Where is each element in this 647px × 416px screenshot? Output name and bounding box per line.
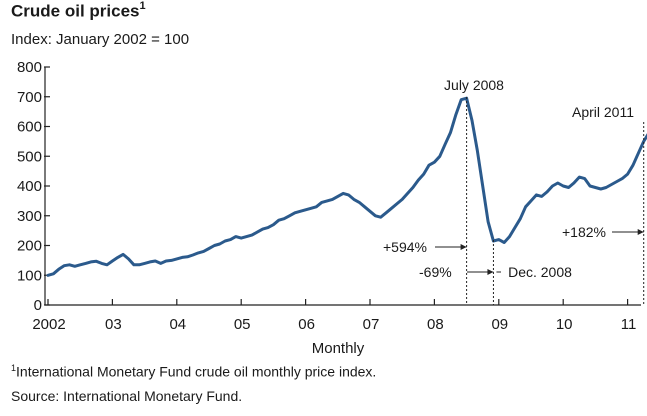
x-tick-label: 09 <box>491 316 508 333</box>
y-tick-label: 700 <box>17 89 42 106</box>
y-tick-label: 100 <box>17 267 42 284</box>
annotation-april-2011: April 2011 <box>572 104 634 120</box>
chart-title: Crude oil prices1 <box>11 0 146 21</box>
y-tick-label: 300 <box>17 208 42 225</box>
chart-footnote: 1International Monetary Fund crude oil m… <box>11 363 377 380</box>
x-tick-label: 10 <box>556 316 573 333</box>
x-axis-label: Monthly <box>312 340 365 357</box>
arrowhead-minus-69 <box>487 269 494 275</box>
annotation-minus-69: -69% <box>419 264 452 280</box>
arrowhead-plus-594 <box>460 244 467 250</box>
x-tick-label: 11 <box>621 316 637 333</box>
x-tick-label: 04 <box>169 316 186 333</box>
y-tick-label: 800 <box>17 59 42 76</box>
annotation-july-2008: July 2008 <box>444 77 504 93</box>
x-tick-label: 06 <box>298 316 315 333</box>
annotation-dec-2008: Dec. 2008 <box>508 264 572 280</box>
y-tick-label: 500 <box>17 148 42 165</box>
chart-axes: 0 100 200 300 400 500 600 700 800 2002 03 04 05 06 07 0… <box>17 59 641 357</box>
y-tick-label: 200 <box>17 238 42 255</box>
chart-subtitle: Index: January 2002 = 100 <box>11 31 190 48</box>
y-tick-label: 400 <box>17 178 42 195</box>
annotation-plus-182: +182% <box>562 224 606 240</box>
series-line <box>46 96 647 277</box>
x-tick-label: 2002 <box>32 316 65 333</box>
y-tick-label: 0 <box>34 297 42 314</box>
title-footnote-mark: 1 <box>139 0 146 12</box>
annotation-plus-594: +594% <box>383 239 427 255</box>
chart-annotations: July 2008 April 2011 Dec. 2008 +594% -69% +18… <box>383 77 645 305</box>
y-tick-label: 600 <box>17 119 42 136</box>
footnote-mark: 1 <box>11 363 17 373</box>
x-tick-label: 07 <box>363 316 380 333</box>
x-tick-label: 08 <box>427 316 444 333</box>
x-tick-label: 03 <box>105 316 122 333</box>
arrowhead-plus-182 <box>637 229 644 235</box>
chart-source: Source: International Monetary Fund. <box>11 388 243 404</box>
x-tick-label: 05 <box>234 316 251 333</box>
chart-marks <box>46 96 647 277</box>
